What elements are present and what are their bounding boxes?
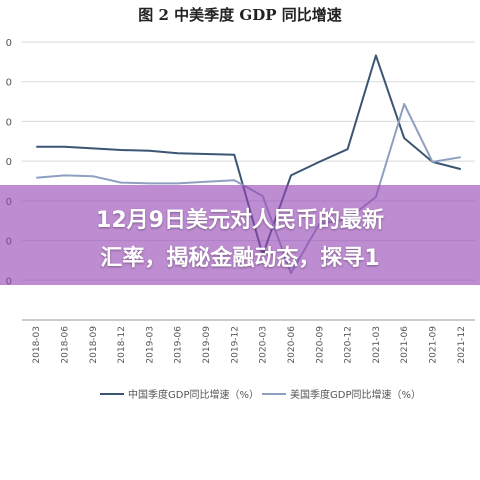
- x-tick-label: 2019-06: [174, 326, 184, 364]
- x-tick-label: 2018-03: [32, 326, 42, 364]
- x-tick-label: 2020-09: [315, 326, 325, 364]
- x-tick-label: 2018-09: [89, 326, 99, 364]
- x-tick-label: 2019-09: [202, 326, 212, 364]
- x-tick-label: 2021-06: [400, 326, 410, 364]
- headline-banner[interactable]: 12月9日美元对人民币的最新 汇率，揭秘金融动态，探寻1: [0, 185, 480, 285]
- headline-line-1: 12月9日美元对人民币的最新: [96, 208, 384, 233]
- x-tick-label: 2020-06: [287, 326, 297, 364]
- legend-item-us: 美国季度GDP同比增速（%）: [262, 386, 421, 401]
- legend-item-china: 中国季度GDP同比增速（%）: [100, 386, 259, 401]
- x-tick-label: 2019-03: [145, 326, 155, 364]
- x-tick-label: 2021-12: [457, 326, 467, 364]
- legend-swatch-us: [262, 392, 286, 395]
- x-tick-label: 2018-06: [60, 326, 70, 364]
- chart-title: 图 2 中美季度 GDP 同比增速: [138, 6, 342, 24]
- x-tick-label: 2020-12: [344, 326, 354, 364]
- y-tick-label: 0: [6, 117, 12, 128]
- headline-line-2: 汇率，揭秘金融动态，探寻1: [100, 246, 380, 271]
- y-tick-label: 0: [6, 38, 12, 49]
- x-tick-label: 2021-03: [372, 326, 382, 364]
- x-tick-label: 2020-03: [259, 326, 269, 364]
- x-tick-label: 2021-09: [429, 326, 439, 364]
- x-tick-label: 2018-12: [117, 326, 127, 364]
- y-tick-label: 0: [6, 78, 12, 89]
- legend-swatch-china: [100, 392, 124, 395]
- y-tick-label: 0: [6, 157, 12, 168]
- x-tick-label: 2019-12: [230, 326, 240, 364]
- x-tick-labels: 2018-03 2018-06 2018-09 2018-12 2019-03 2019-…: [32, 326, 467, 364]
- legend-label-us: 美国季度GDP同比增速（%）: [290, 390, 421, 401]
- legend-label-china: 中国季度GDP同比增速（%）: [128, 390, 259, 401]
